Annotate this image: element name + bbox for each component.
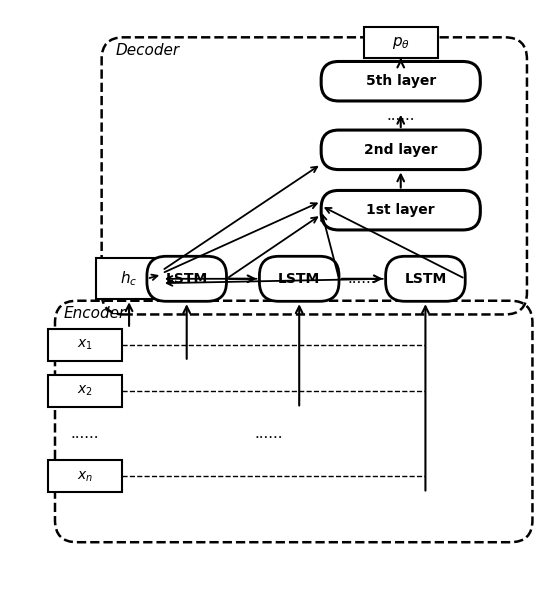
Text: $x_1$: $x_1$ <box>77 337 93 352</box>
Text: Decoder: Decoder <box>115 43 180 58</box>
Text: LSTM: LSTM <box>166 272 208 286</box>
Text: $x_2$: $x_2$ <box>77 384 93 399</box>
FancyBboxPatch shape <box>147 256 226 302</box>
Text: 1st layer: 1st layer <box>366 203 435 217</box>
FancyBboxPatch shape <box>363 27 438 58</box>
Text: 2nd layer: 2nd layer <box>364 143 437 157</box>
Text: Encoder: Encoder <box>63 306 125 321</box>
Text: 5th layer: 5th layer <box>366 74 436 88</box>
Text: LSTM: LSTM <box>404 272 446 286</box>
FancyBboxPatch shape <box>48 375 122 407</box>
FancyBboxPatch shape <box>321 130 480 170</box>
Text: ......: ...... <box>386 108 415 123</box>
FancyBboxPatch shape <box>386 256 465 302</box>
Text: LSTM: LSTM <box>278 272 320 286</box>
Text: $x_n$: $x_n$ <box>77 469 93 483</box>
Text: ......: ...... <box>255 427 283 441</box>
Text: ......: ...... <box>71 427 100 441</box>
Text: $h_c$: $h_c$ <box>120 269 138 288</box>
FancyBboxPatch shape <box>321 61 480 101</box>
Text: ......: ...... <box>348 272 376 286</box>
FancyBboxPatch shape <box>96 258 162 299</box>
FancyBboxPatch shape <box>321 191 480 230</box>
FancyBboxPatch shape <box>48 329 122 361</box>
Text: $p_\theta$: $p_\theta$ <box>392 35 410 51</box>
FancyBboxPatch shape <box>259 256 339 302</box>
FancyBboxPatch shape <box>48 461 122 492</box>
